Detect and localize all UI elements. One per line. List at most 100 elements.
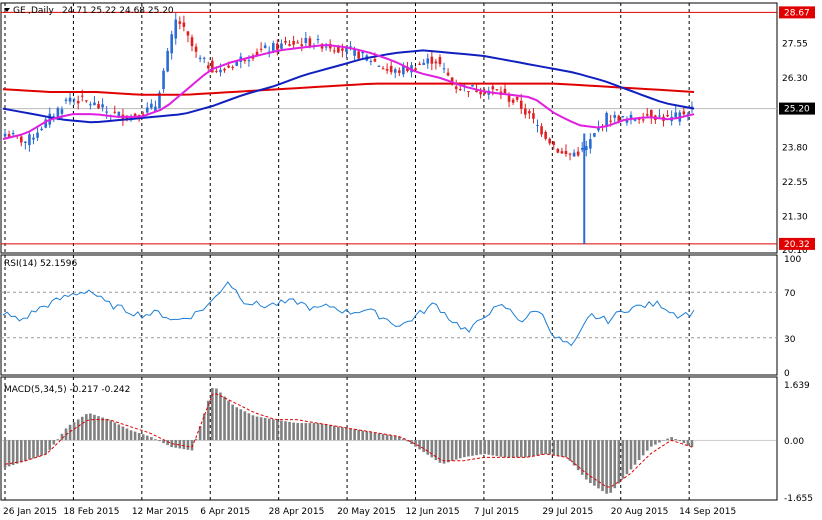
candle-body <box>263 45 267 49</box>
macd-bar <box>670 437 673 441</box>
macd-bar <box>434 440 438 461</box>
candle-body <box>141 114 145 116</box>
candle-body <box>105 111 108 113</box>
x-tick-label: 18 Feb 2015 <box>63 507 119 517</box>
price-tick-label: 20.10 <box>782 246 808 256</box>
macd-bar <box>280 420 283 441</box>
macd-bar <box>296 423 299 441</box>
macd-bar <box>255 416 259 441</box>
candle-body <box>255 51 259 56</box>
macd-bar <box>617 440 621 484</box>
macd-bar <box>406 440 409 442</box>
candle-body <box>56 107 60 118</box>
macd-bar <box>373 432 377 441</box>
macd-bar <box>7 440 11 467</box>
candle-body <box>60 109 64 114</box>
candle-body <box>650 110 653 119</box>
candle-body <box>491 86 495 90</box>
macd-bar <box>312 423 316 441</box>
candle-body <box>337 45 340 53</box>
macd-bar <box>56 439 60 441</box>
price-pane[interactable] <box>0 2 778 254</box>
macd-bar <box>613 440 617 489</box>
candle-body <box>170 34 173 54</box>
current-price-label: 25.20 <box>784 105 810 115</box>
time-axis[interactable]: 26 Jan 2015 18 Feb 2015 12 Mar 2015 6 Apr 2… <box>3 507 736 517</box>
macd-bar <box>609 440 612 493</box>
candle-body <box>194 46 198 52</box>
candle-body <box>507 94 511 102</box>
candle-body <box>633 119 637 121</box>
macd-bar <box>239 409 243 441</box>
macd-bar <box>690 440 694 448</box>
x-tick-label: 12 Jun 2015 <box>405 507 459 517</box>
candle-body <box>202 57 206 59</box>
macd-bar <box>24 440 27 461</box>
macd-bar <box>3 440 7 468</box>
candle-body <box>219 69 222 73</box>
level-price-box <box>779 237 815 250</box>
candle-body <box>178 21 182 24</box>
candle-body <box>97 104 100 109</box>
macd-bar <box>72 422 76 441</box>
candle-body <box>625 118 629 123</box>
candle-body <box>422 62 425 65</box>
price-axis[interactable]: 28.67 27.55 26.30 25.20 23.80 22.55 21.30 20.10… <box>779 6 815 504</box>
macd-bar <box>458 440 462 459</box>
rsi-pane[interactable] <box>0 254 778 376</box>
candle-body <box>528 111 531 114</box>
macd-bar <box>243 411 247 441</box>
macd-bar <box>337 426 340 441</box>
macd-bar <box>597 440 600 489</box>
macd-bar <box>398 436 401 441</box>
candle-body <box>511 99 515 103</box>
candle-body <box>7 134 11 138</box>
candle-body <box>332 50 336 52</box>
macd-bar <box>637 440 641 461</box>
ma-slow-line <box>2 82 695 96</box>
macd-bar <box>235 407 239 441</box>
macd-bar <box>341 427 344 441</box>
macd-bar <box>158 440 161 442</box>
x-tick-label: 29 Jul 2015 <box>542 507 593 517</box>
candle-body <box>158 92 161 109</box>
macd-bar <box>85 414 88 441</box>
macd-bar <box>288 421 291 441</box>
candle-body <box>215 70 218 72</box>
macd-bar <box>438 440 442 463</box>
macd-bar <box>467 440 470 457</box>
macd-bar <box>369 431 373 441</box>
candle-body <box>536 124 539 126</box>
candle-body <box>259 48 263 50</box>
macd-bar <box>292 422 295 441</box>
macd-bar <box>48 440 52 450</box>
macd-bar <box>589 440 592 484</box>
candle-body <box>617 115 621 123</box>
macd-bar <box>621 440 625 479</box>
candle-body <box>674 112 678 118</box>
macd-bar <box>357 429 360 441</box>
candle-body <box>560 151 564 154</box>
macd-bar <box>68 424 72 441</box>
candle-body <box>467 91 470 93</box>
macd-bar <box>442 440 446 464</box>
dropdown-triangle-icon[interactable] <box>4 8 10 12</box>
macd-bar <box>662 440 665 441</box>
candle-body <box>296 42 299 44</box>
candle-body <box>117 111 121 118</box>
candle-body <box>276 43 279 50</box>
macd-pane[interactable] <box>0 376 778 501</box>
macd-bar <box>625 440 629 475</box>
candle-body <box>629 114 633 120</box>
macd-bar <box>674 439 678 441</box>
macd-bar <box>247 413 251 441</box>
macd-bar <box>645 440 649 451</box>
macd-bar <box>487 440 491 455</box>
macd-bar <box>511 440 515 458</box>
macd-bar <box>211 388 214 441</box>
candle-body <box>613 115 617 118</box>
candle-body <box>243 59 247 62</box>
candle-body <box>434 61 438 64</box>
price-tick-label: 21.30 <box>782 213 808 223</box>
